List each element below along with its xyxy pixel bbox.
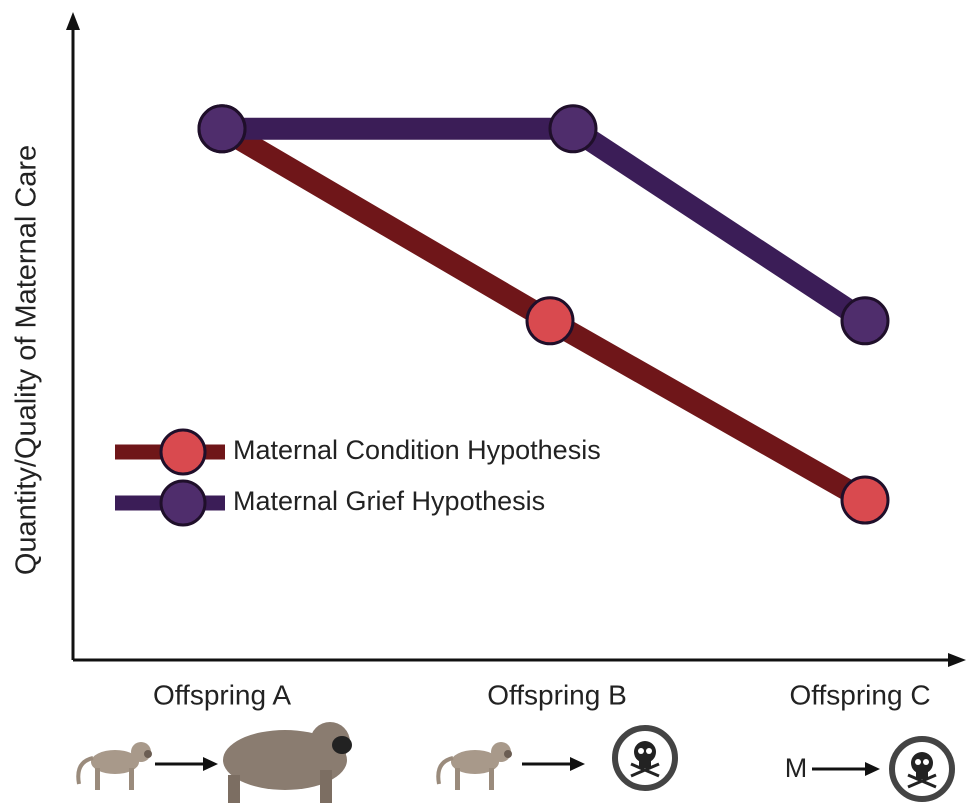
data-point — [525, 296, 575, 346]
legend-label: Maternal Condition Hypothesis — [233, 435, 601, 465]
legend-marker — [159, 428, 207, 476]
icons — [76, 722, 952, 803]
series-line — [222, 117, 872, 330]
y-axis-label: Quantity/Quality of Maternal Care — [11, 145, 43, 575]
x-tick-label: Offspring A — [153, 679, 291, 710]
x-tick-label: Offspring B — [487, 679, 627, 710]
data-point — [197, 104, 247, 154]
data-point — [840, 475, 890, 525]
legend-marker — [159, 479, 207, 527]
data-point — [548, 104, 598, 154]
data-point — [840, 296, 890, 346]
x-tick-label: Offspring C — [789, 679, 930, 710]
axes — [66, 12, 966, 667]
annotation: M — [785, 753, 808, 783]
legend-label: Maternal Grief Hypothesis — [233, 486, 545, 516]
